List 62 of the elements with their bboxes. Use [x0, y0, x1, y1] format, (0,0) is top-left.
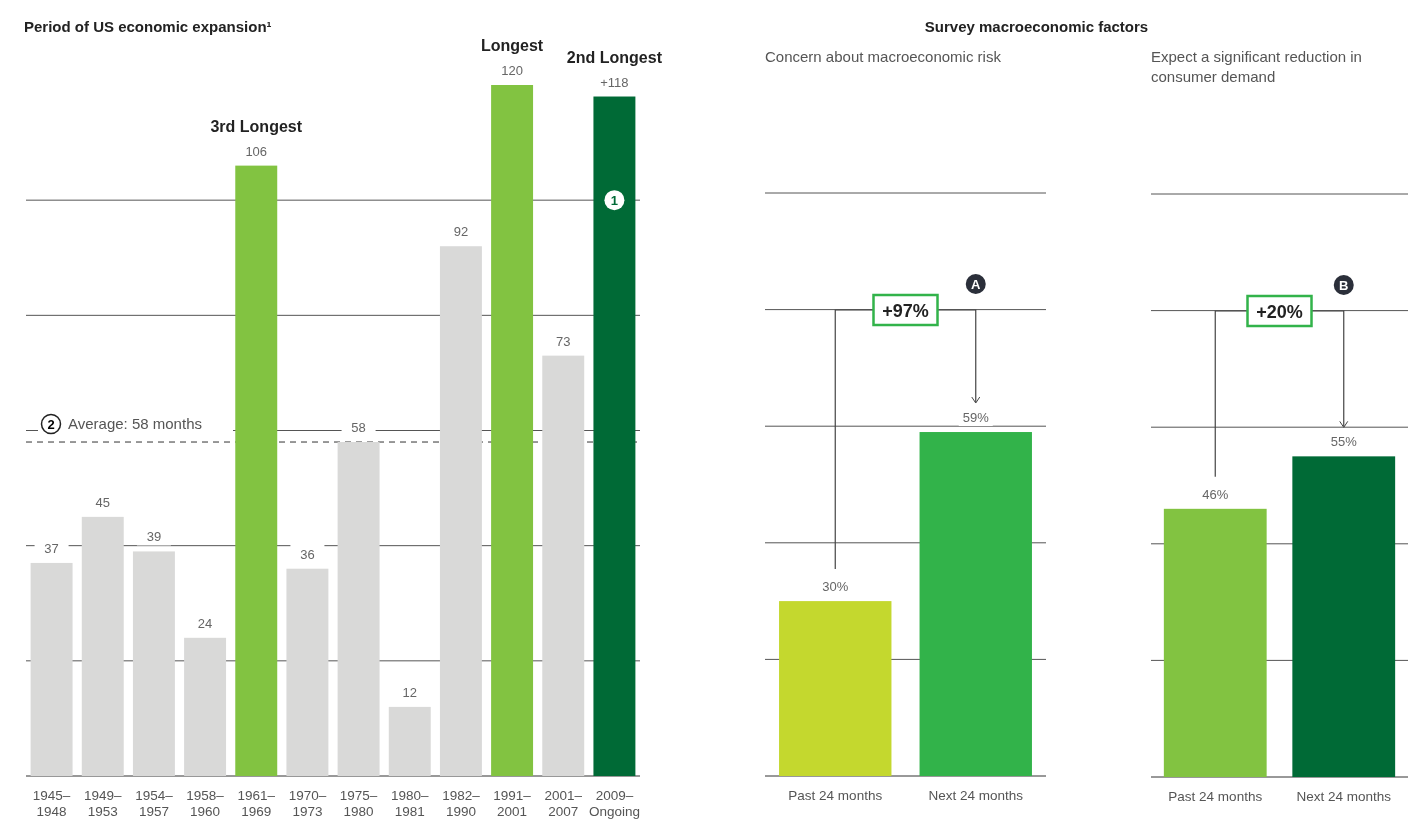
data-label: 106	[245, 143, 268, 159]
x-tick-label: 1982–1990	[442, 788, 481, 819]
bar	[286, 568, 329, 776]
data-label: 30%	[822, 579, 849, 595]
chart-subtitle: Concern about macroeconomic risk	[765, 48, 1002, 65]
numbered-badge: 1	[604, 190, 625, 211]
data-label: 55%	[1330, 434, 1358, 450]
data-label: 46%	[1202, 486, 1229, 502]
annotation: 2nd Longest	[566, 48, 663, 66]
chart-subtitle: Expect a significant reduction in consumer demand	[1151, 48, 1362, 85]
letter-badge: B	[1333, 275, 1354, 295]
x-tick-label: 1975–1980	[339, 788, 378, 819]
annotation: Longest	[480, 37, 544, 54]
x-tick-label: 1949–1953	[83, 788, 123, 819]
data-label: 24	[197, 615, 213, 631]
annotation: A	[971, 277, 982, 292]
data-label: +118	[600, 74, 629, 90]
x-tick-label: Next 24 months	[928, 788, 1024, 803]
data-label: 37	[44, 540, 59, 556]
x-tick-label: Past 24 months	[1168, 789, 1263, 804]
data-label: 58	[351, 420, 366, 436]
data-label: 120	[501, 63, 523, 78]
annotation: +20%	[1256, 302, 1303, 322]
bar	[184, 637, 227, 776]
annotation: 3rd Longest	[210, 117, 303, 135]
x-tick-label: 1958–1960	[186, 788, 225, 819]
bar	[81, 516, 124, 776]
data-label: 73	[556, 333, 571, 349]
bar	[439, 246, 482, 776]
x-tick-label: 1945–1948	[32, 788, 71, 819]
chart-title: Survey macroeconomic factors	[924, 18, 1149, 35]
bar	[542, 355, 585, 776]
x-tick-label: 1970–1973	[288, 788, 327, 819]
x-tick-label: 2009–Ongoing	[588, 788, 640, 819]
bar	[593, 96, 636, 776]
data-label: 39	[146, 529, 162, 545]
x-tick-label: 1991–2001	[493, 788, 532, 819]
chart-title: Period of US economic expansion¹	[24, 18, 272, 35]
bar	[132, 551, 175, 776]
annotation: 1	[610, 193, 619, 209]
data-label: 92	[453, 224, 469, 240]
data-label: 36	[300, 546, 315, 562]
annotation: 2	[47, 417, 55, 433]
x-tick-label: Next 24 months	[1296, 789, 1392, 804]
bar	[388, 706, 431, 776]
bar	[30, 562, 73, 776]
bar	[337, 442, 380, 776]
letter-badge: A	[965, 274, 986, 294]
x-tick-label: 2001–2007	[544, 788, 583, 819]
x-tick-label: 1954–1957	[135, 788, 174, 819]
annotation: +97%	[882, 301, 929, 321]
data-label: 12	[402, 684, 417, 700]
ref-line-label: Average: 58 months	[68, 415, 202, 433]
bar	[235, 165, 278, 776]
x-tick-label: 1961–1969	[237, 788, 276, 819]
annotation: B	[1339, 278, 1349, 293]
x-tick-label: Past 24 months	[788, 788, 883, 803]
x-tick-label: 1980–1981	[390, 788, 430, 819]
data-label: 59%	[962, 410, 990, 426]
bar	[491, 85, 534, 776]
numbered-badge: 2	[40, 413, 62, 435]
data-label: 45	[95, 494, 110, 510]
